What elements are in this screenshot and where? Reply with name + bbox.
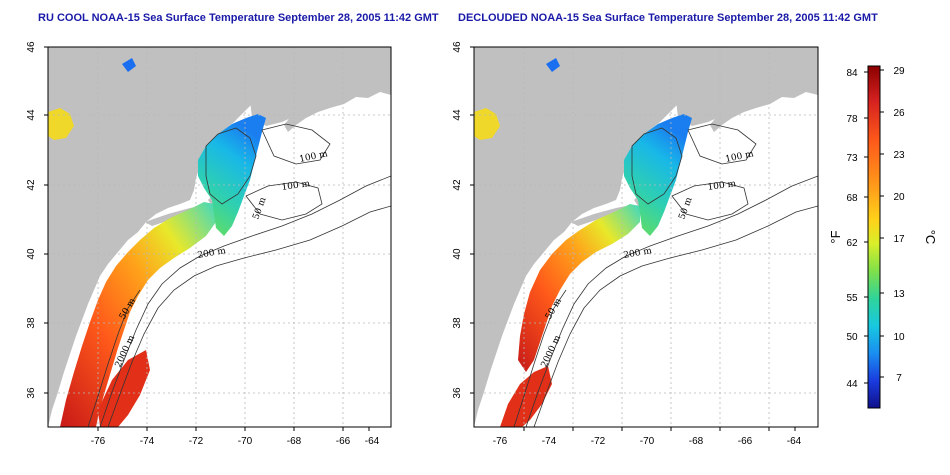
celsius-tick-label: 10 (893, 332, 905, 343)
colorbar-gradient (867, 65, 881, 409)
left-y-tick-label: 46 (26, 41, 37, 53)
right-y-tick-label: 44 (452, 109, 463, 121)
celsius-unit-label: °C (923, 230, 938, 245)
celsius-tick-label: 29 (893, 66, 905, 77)
left-map-panel: 100 m 100 m 50 m 200 m 50 m 2000 m -76 -… (26, 41, 392, 447)
right-land-nova-scotia (676, 80, 798, 126)
left-sst-blue-blob (122, 58, 136, 72)
right-sst-coastal (518, 204, 640, 372)
fahrenheit-tick-label: 50 (846, 332, 858, 343)
right-contours (513, 123, 818, 427)
right-x-tick-label: -72 (591, 436, 606, 447)
fahrenheit-tick-label: 78 (846, 114, 858, 125)
right-land-canada (474, 47, 818, 427)
left-panel-title: RU COOL NOAA-15 Sea Surface Temperature … (38, 12, 439, 24)
left-x-tick-label: -70 (238, 436, 253, 447)
right-y-tick-label: 40 (452, 248, 463, 260)
right-land-long-island (571, 206, 626, 226)
left-map-frame (47, 46, 392, 428)
left-contours (87, 123, 391, 427)
left-sst-south-patch (98, 350, 150, 427)
right-y-tick-label: 46 (452, 41, 463, 53)
right-panel-title: DECLOUDED NOAA-15 Sea Surface Temperatur… (458, 12, 878, 24)
celsius-tick-label: 23 (893, 150, 905, 161)
left-contour-label-200: 200 m (197, 246, 227, 261)
celsius-tick-label: 17 (893, 234, 905, 245)
right-sst-gulf-of-maine (624, 114, 692, 236)
celsius-tick-label: 26 (893, 108, 905, 119)
celsius-tick-label: 7 (896, 373, 902, 384)
left-sst-coastal (60, 202, 216, 427)
right-y-tick-label: 38 (452, 317, 463, 329)
right-sst-nova-patch (474, 108, 500, 140)
right-map-frame (473, 46, 819, 428)
temperature-colorbar: 84 78 73 68 62 55 50 44 29 26 23 20 17 1… (828, 65, 938, 409)
right-x-tick-label: -66 (738, 436, 753, 447)
fahrenheit-tick-label: 68 (846, 193, 858, 204)
left-y-tick-label: 42 (26, 179, 37, 191)
fahrenheit-tick-label: 44 (846, 379, 858, 390)
left-land-nova-scotia (250, 80, 372, 126)
right-sst-blue-blob (546, 58, 560, 72)
left-y-tick-label: 38 (26, 317, 37, 329)
right-grid (474, 47, 818, 427)
fahrenheit-tick-label: 62 (846, 238, 858, 249)
left-x-tick-label: -76 (91, 436, 106, 447)
right-y-tick-label: 42 (452, 179, 463, 191)
left-sst-nova-patch (48, 108, 74, 140)
celsius-tick-label: 20 (893, 192, 905, 203)
right-contour-label-100: 100 m (707, 179, 737, 193)
left-y-tick-label: 36 (26, 387, 37, 399)
left-x-tick-label: -72 (189, 436, 204, 447)
right-x-tick-label: -76 (493, 436, 508, 447)
fahrenheit-tick-label: 55 (846, 293, 858, 304)
right-x-tick-label: -64 (787, 436, 802, 447)
left-land-canada (48, 47, 391, 427)
left-sst-gulf-of-maine (198, 114, 266, 236)
right-contour-label-200: 200 m (623, 246, 653, 261)
right-x-tick-label: -70 (640, 436, 655, 447)
right-map-panel: 100 m 100 m 50 m 200 m 50 m 2000 m -76 -… (452, 41, 819, 447)
left-x-tick-label: -74 (140, 436, 155, 447)
left-x-tick-label: -68 (287, 436, 302, 447)
celsius-tick-label: 13 (893, 289, 905, 300)
right-sst-south-patch (500, 366, 552, 427)
right-x-tick-label: -68 (689, 436, 704, 447)
left-x-tick-label: -66 (336, 436, 351, 447)
left-y-tick-label: 44 (26, 109, 37, 121)
fahrenheit-unit-label: °F (828, 230, 843, 243)
left-contour-label-100: 100 m (281, 179, 311, 193)
left-grid (48, 47, 391, 427)
left-x-tick-label: -64 (365, 436, 380, 447)
left-y-tick-label: 40 (26, 248, 37, 260)
fahrenheit-tick-label: 84 (846, 68, 858, 79)
right-y-tick-label: 36 (452, 387, 463, 399)
fahrenheit-tick-label: 73 (846, 153, 858, 164)
right-x-tick-label: -74 (542, 436, 557, 447)
